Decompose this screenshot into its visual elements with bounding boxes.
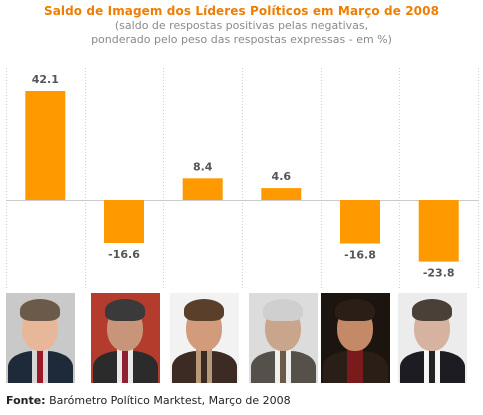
chart-title: Saldo de Imagem dos Líderes Políticos em… [43, 4, 440, 18]
bar-chart: 42.1 -16.6 8.4 4.6 -16.8 -23.8 [6, 68, 479, 290]
source-text: Barómetro Político Marktest, Março de 20… [45, 394, 291, 407]
photo-hair [263, 299, 303, 321]
bar [261, 188, 302, 200]
photo-hair [184, 299, 224, 321]
source-note: Fonte: Barómetro Político Marktest, Març… [6, 394, 291, 407]
leader-photo [6, 293, 75, 383]
bar [182, 178, 223, 200]
data-label: -16.6 [108, 248, 140, 261]
bar [340, 200, 380, 244]
data-label: -16.8 [344, 249, 376, 262]
photo-shirt [424, 349, 440, 383]
bar [418, 200, 459, 262]
leader-photo [170, 293, 239, 383]
photo-hair [335, 299, 375, 321]
leader-photo [91, 293, 160, 383]
subtitle-line-2: ponderado pelo peso das respostas expres… [91, 33, 392, 46]
photo-shirt [275, 349, 291, 383]
data-label: 8.4 [193, 160, 213, 173]
photo-hair [412, 299, 452, 321]
source-label: Fonte: [6, 394, 46, 407]
leader-photo [249, 293, 318, 383]
leader-photo [398, 293, 467, 383]
photo-shirt [196, 349, 212, 383]
photo-shirt [32, 349, 48, 383]
leader-photo [321, 293, 390, 383]
data-label: -23.8 [423, 267, 455, 280]
data-label: 42.1 [32, 73, 59, 86]
photo-hair [105, 299, 145, 321]
photo-hair [20, 299, 60, 321]
chart-subtitle: (saldo de respostas positivas pelas nega… [0, 19, 483, 47]
photo-shirt [347, 349, 363, 383]
bar [25, 91, 66, 200]
photo-shirt [117, 349, 133, 383]
data-label: 4.6 [272, 170, 292, 183]
leader-photos-row [0, 293, 483, 385]
subtitle-line-1: (saldo de respostas positivas pelas nega… [114, 19, 369, 32]
bar [104, 200, 144, 243]
